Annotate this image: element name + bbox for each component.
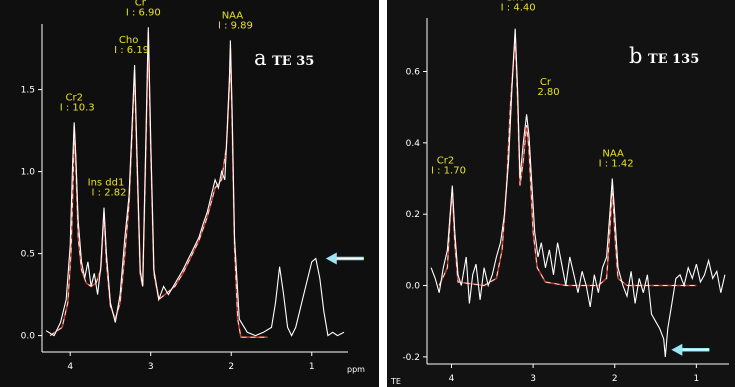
spectrum-line — [45, 27, 345, 337]
x-tick-label: 4 — [67, 362, 73, 372]
arrow-head — [325, 252, 337, 265]
peak-name-label: NAA — [602, 149, 624, 160]
panel-te-a: TE 35 — [272, 54, 315, 69]
peak-integral-label: 2.80 — [537, 87, 559, 98]
peak-name-label: Cho — [505, 0, 524, 4]
peak-integral-label: I : 6.19 — [114, 45, 149, 56]
y-tick-label: 0.2 — [406, 210, 420, 220]
arrow-head — [671, 343, 683, 356]
fit-dash-overlay — [438, 35, 697, 286]
spectrum-line — [430, 28, 726, 357]
x-tick-label: 2 — [228, 362, 234, 372]
x-tick-label: 4 — [449, 374, 455, 384]
peak-integral-label: I : 10.3 — [60, 102, 95, 113]
peak-integral-label: I : 4.40 — [501, 3, 536, 14]
panel-letter-b: b — [629, 44, 643, 68]
x-tick-label: 1 — [693, 374, 699, 384]
peak-name-label: Cr — [135, 0, 147, 8]
y-tick-label: 1.0 — [21, 168, 36, 178]
y-tick-label: 0.6 — [406, 68, 421, 78]
peak-name-label: Cho — [119, 35, 138, 46]
fit-line — [438, 35, 697, 287]
peak-name-label: NAA — [222, 10, 244, 21]
y-tick-label: 0.0 — [406, 282, 421, 292]
peak-integral-label: I : 6.90 — [126, 7, 161, 18]
panel-label-b: b TE 135 — [629, 44, 699, 68]
peak-name-label: Cr — [540, 77, 552, 88]
y-tick-label: 0.4 — [406, 139, 421, 149]
x-tick-label: 1 — [309, 362, 315, 372]
y-tick-label: 0.0 — [21, 332, 36, 342]
panel-label-a: a TE 35 — [254, 46, 314, 70]
peak-name-label: Ins dd1 — [88, 178, 125, 189]
peak-integral-label: I : 1.42 — [599, 159, 634, 170]
x-axis-label: TE — [390, 377, 401, 386]
y-tick-label: -0.2 — [402, 353, 420, 363]
y-tick-label: 1.5 — [21, 86, 35, 96]
chart-panel-a: 0.0 0.5 1.0 1.5 4 3 2 1 ppm Cr2 I : 10.3 Ins dd1 I :… — [0, 0, 379, 387]
x-axis-label: ppm — [347, 365, 365, 374]
panel-letter-a: a — [254, 46, 267, 70]
fit-line — [49, 32, 268, 339]
peak-name-label: Cr2 — [437, 156, 454, 167]
peak-integral-label: I : 1.70 — [431, 166, 466, 177]
x-tick-label: 3 — [530, 374, 536, 384]
peak-name-label: Cr2 — [65, 92, 82, 103]
panel-te-b: TE 135 — [648, 52, 700, 67]
fit-dash-overlay — [49, 32, 268, 338]
peak-integral-label: I : 2.82 — [92, 188, 127, 199]
x-tick-label: 3 — [148, 362, 154, 372]
y-tick-label: 0.5 — [21, 250, 35, 260]
x-tick-label: 2 — [612, 374, 618, 384]
peak-integral-label: I : 9.89 — [218, 20, 253, 31]
